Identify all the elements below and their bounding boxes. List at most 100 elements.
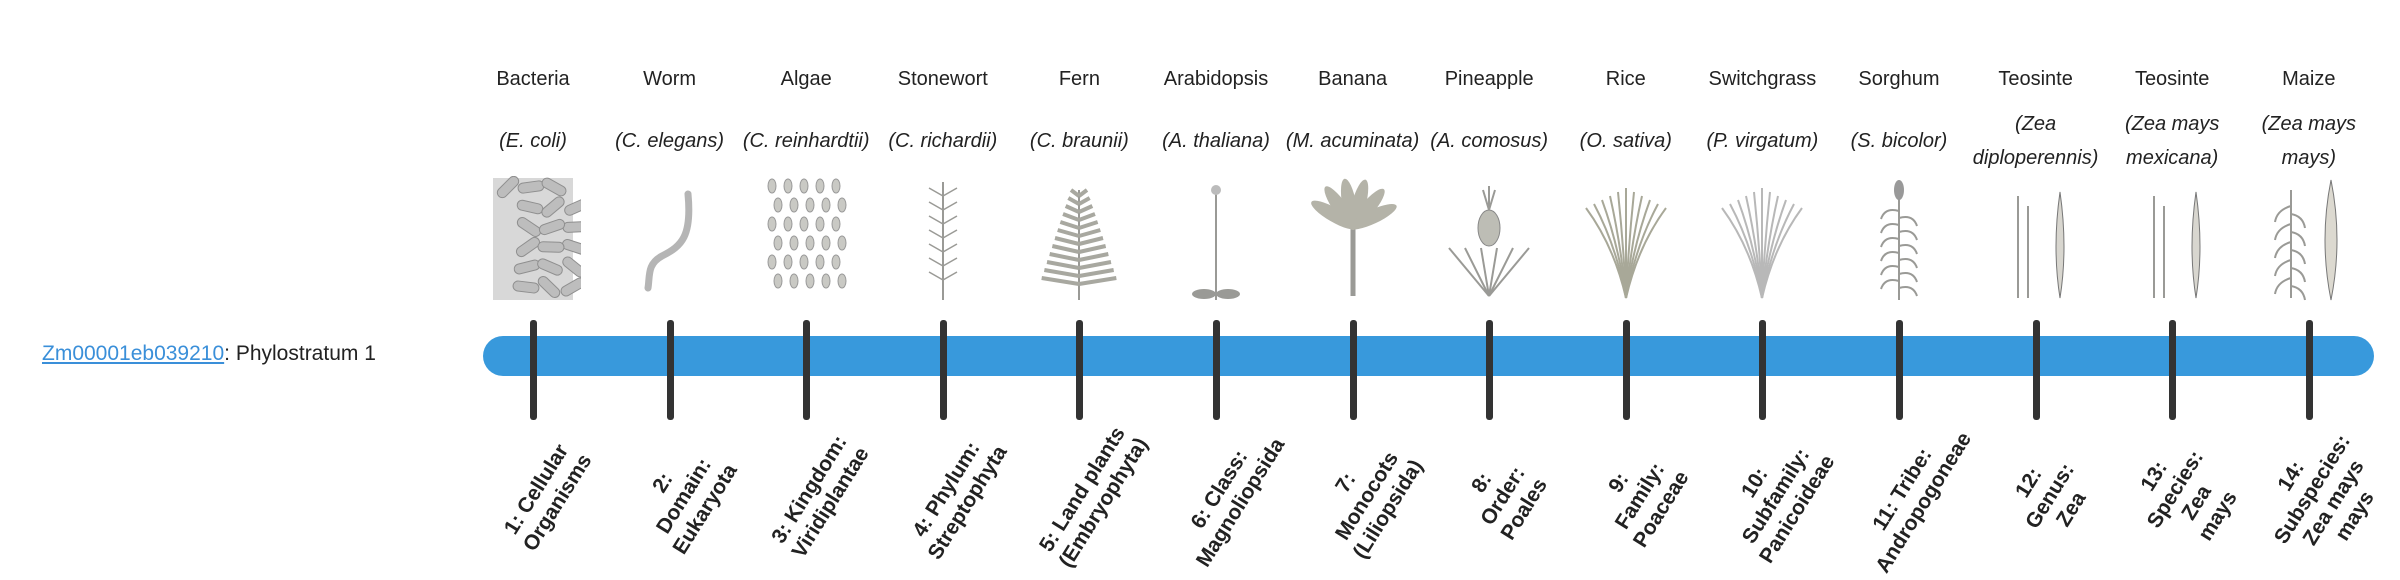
fern-icon [1041, 188, 1118, 300]
phylostratum-text: : Phylostratum 1 [224, 342, 376, 365]
species-text: (Zea mays mays) [2261, 113, 2357, 169]
species-name: (Zea mays mexicana) [2104, 108, 2240, 174]
taxonomic-rank-label: 12: Genus: Zea [2010, 459, 2091, 533]
teosinte-icon [2016, 191, 2065, 299]
organism-image [1714, 176, 1810, 302]
species-name: (C. elegans) [602, 108, 738, 174]
organism-name: Arabidopsis [1163, 68, 1269, 90]
taxonomic-rank-label: 13: Species: Zea mays [2136, 446, 2242, 545]
species-name: (S. bicolor) [1831, 108, 1967, 174]
phylostratum-tick[interactable] [666, 320, 674, 420]
phylostratum-tick[interactable] [1759, 320, 1767, 420]
organism-image [1851, 176, 1947, 302]
gene-link[interactable]: Zm00001eb039210 [42, 342, 225, 365]
phylostratum-bar [483, 336, 2374, 376]
species-text: (C. braunii) [1029, 130, 1129, 152]
arabidopsis-icon [1192, 185, 1240, 300]
algae-icon [767, 178, 847, 289]
stonewort-icon [928, 182, 958, 300]
species-text: (E. coli) [499, 130, 567, 152]
phylostratum-tick[interactable] [939, 320, 947, 420]
species-name: (C. richardii) [875, 108, 1011, 174]
taxonomic-rank-label: 14: Subspecies: Zea mays mays [2269, 430, 2379, 550]
taxonomic-rank-label: 10: Subfamily: Panicoideae [1737, 444, 1840, 568]
species-name: (C. braunii) [1011, 108, 1147, 174]
rice-icon [1584, 188, 1667, 299]
taxonomic-rank-label: 2: Domain: Eukaryota [647, 454, 742, 559]
species-name: (A. comosus) [1421, 108, 1557, 174]
species-text: (O. sativa) [1579, 130, 1672, 152]
organism-name: Switchgrass [1708, 68, 1817, 90]
taxonomic-rank-label: 7: Monocots (Liliopsida) [1330, 447, 1428, 563]
phylostratum-tick[interactable] [1896, 320, 1903, 420]
organism-image [1441, 176, 1537, 302]
organism-image [2261, 176, 2357, 302]
species-name: (E. coli) [465, 108, 601, 174]
organism-image [1578, 176, 1674, 302]
phylostratum-tick[interactable] [1213, 320, 1220, 420]
organism-name: Worm [643, 68, 697, 90]
banana-icon [1310, 178, 1397, 296]
organism-image [1168, 176, 1264, 302]
species-text: (C. richardii) [888, 130, 998, 152]
organism-name: Rice [1605, 68, 1646, 90]
bacteria-icon [493, 175, 590, 300]
organism-name: Banana [1318, 68, 1388, 90]
species-name: (Zea diploperennis) [1968, 108, 2104, 174]
phylostratum-tick[interactable] [1622, 320, 1630, 420]
species-text: (P. virgatum) [1706, 130, 1819, 152]
switchgrass-icon [1721, 188, 1804, 299]
organism-image [622, 176, 718, 302]
organism-name: Teosinte [1998, 68, 2073, 90]
phylostratum-tick[interactable] [803, 320, 811, 420]
organism-image [758, 176, 854, 302]
organism-name: Teosinte [2134, 68, 2210, 90]
taxonomic-rank-label: 1: Cellular Organisms [499, 440, 597, 556]
maize-icon [2273, 179, 2338, 301]
phylostratum-tick[interactable] [1486, 320, 1494, 420]
pineapple-icon [1448, 186, 1530, 297]
species-name: (C. reinhardtii) [738, 108, 874, 174]
organism-name: Algae [780, 68, 832, 90]
phylostratum-tick[interactable] [530, 320, 537, 420]
taxonomic-rank-label: 5: Land plants (Embryophyta) [1035, 422, 1154, 572]
taxonomic-rank-label: 11: Tribe: Andropogoneae [1868, 428, 1977, 577]
organism-image [1305, 176, 1401, 302]
organism-name: Maize [2282, 68, 2336, 90]
phylostratum-tick[interactable] [1349, 320, 1357, 420]
sorghum-icon [1880, 180, 1918, 300]
species-text: (A. comosus) [1430, 130, 1549, 152]
organism-image [1031, 176, 1127, 302]
species-text: (C. elegans) [615, 130, 725, 152]
phylostratum-tick[interactable] [2169, 320, 2177, 420]
taxonomic-rank-label: 4: Phylum: Streptophyta [907, 437, 1012, 564]
organism-name: Bacteria [496, 68, 570, 90]
taxonomic-rank-label: 8: Order: Poales [1467, 462, 1553, 545]
organism-image [485, 175, 590, 302]
species-text: (Zea diploperennis) [1972, 113, 2099, 169]
species-name: (Zea mays mays) [2241, 108, 2377, 174]
phylostratum-tick[interactable] [2305, 320, 2313, 420]
species-text: (Zea mays mexicana) [2124, 113, 2220, 169]
species-name: (O. sativa) [1558, 108, 1694, 174]
organism-name: Stonewort [897, 68, 988, 90]
organism-image [895, 176, 991, 302]
species-text: (M. acuminata) [1285, 130, 1420, 152]
species-name: (P. virgatum) [1694, 108, 1830, 174]
phylostratum-tick[interactable] [2032, 320, 2040, 420]
species-name: (A. thaliana) [1148, 108, 1284, 174]
organism-image [2124, 176, 2220, 302]
species-name: (M. acuminata) [1285, 108, 1421, 174]
species-text: (A. thaliana) [1162, 130, 1270, 152]
organism-name: Pineapple [1444, 68, 1534, 90]
worm-icon [644, 190, 692, 292]
taxonomic-rank-label: 6: Class: Magnoliopsida [1186, 434, 1290, 572]
species-text: (C. reinhardtii) [742, 130, 870, 152]
phylostratum-tick[interactable] [1076, 320, 1084, 420]
organism-image [1988, 176, 2084, 302]
teosinte-icon [2153, 191, 2201, 299]
gene-label: Zm00001eb039210: Phylostratum 1 [42, 342, 376, 366]
taxonomic-rank-label: 3: Kingdom: Viridiplantae [767, 431, 874, 562]
organism-name: Sorghum [1858, 68, 1940, 90]
organism-name: Fern [1058, 68, 1100, 90]
